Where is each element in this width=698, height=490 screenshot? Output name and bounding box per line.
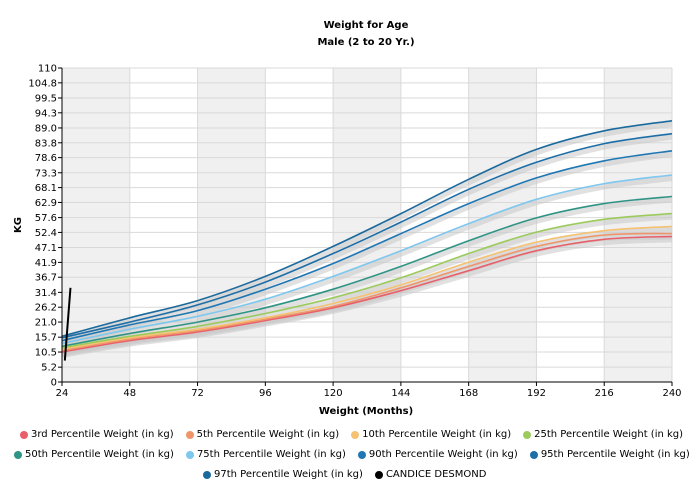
x-tick-label: 72 bbox=[191, 388, 204, 399]
legend-item-75th[interactable]: 75th Percentile Weight (in kg) bbox=[185, 449, 346, 460]
y-tick-label: 99.5 bbox=[35, 93, 57, 104]
legend-label: 5th Percentile Weight (in kg) bbox=[196, 429, 340, 440]
series-line-2[interactable] bbox=[61, 232, 673, 352]
series-line-4[interactable] bbox=[61, 212, 673, 349]
legend-item-25th[interactable]: 25th Percentile Weight (in kg) bbox=[523, 429, 683, 440]
series-shadow bbox=[61, 175, 673, 350]
y-tick-label: 78.6 bbox=[35, 153, 57, 164]
legend-item-5th[interactable]: 5th Percentile Weight (in kg) bbox=[185, 429, 340, 440]
legend-dot-icon bbox=[523, 430, 532, 439]
weight-for-age-chart: Weight for Age Male (2 to 20 Yr.) 0 5.2 10… bbox=[13, 20, 682, 417]
series-line-9[interactable] bbox=[61, 120, 673, 338]
series-line-8[interactable] bbox=[61, 132, 673, 339]
chart-subtitle: Male (2 to 20 Yr.) bbox=[317, 37, 414, 48]
legend-item-patient[interactable]: CANDICE DESMOND bbox=[374, 469, 487, 480]
y-tick-label: 36.7 bbox=[35, 273, 57, 284]
y-tick-label: 110 bbox=[38, 64, 57, 75]
y-tick-label: 83.8 bbox=[35, 138, 57, 149]
series-line-7[interactable] bbox=[61, 150, 673, 342]
legend-dot-icon bbox=[374, 470, 383, 479]
series-line-6[interactable] bbox=[61, 174, 673, 345]
chart-title: Weight for Age bbox=[324, 20, 409, 31]
series-line-5[interactable] bbox=[61, 195, 673, 348]
legend-label: 75th Percentile Weight (in kg) bbox=[196, 449, 346, 460]
y-tick-label: 26.2 bbox=[35, 303, 57, 314]
legend-dot-icon bbox=[20, 430, 28, 439]
y-tick-label: 41.9 bbox=[35, 258, 57, 269]
y-axis-label: KG bbox=[13, 217, 24, 233]
x-tick-label: 120 bbox=[324, 388, 343, 399]
x-tick-label: 144 bbox=[391, 388, 410, 399]
y-tick-label: 21.0 bbox=[35, 318, 57, 329]
patient-marker bbox=[63, 287, 72, 361]
x-tick-label: 96 bbox=[259, 388, 272, 399]
legend-dot-icon bbox=[529, 450, 538, 459]
series-line-1[interactable] bbox=[61, 235, 673, 353]
x-axis-label: Weight (Months) bbox=[319, 406, 413, 417]
y-tick-label: 68.1 bbox=[35, 183, 57, 194]
y-tick-label: 89.0 bbox=[35, 123, 57, 134]
legend-dot-icon bbox=[14, 450, 22, 459]
legend-label: 50th Percentile Weight (in kg) bbox=[25, 449, 174, 460]
legend-label: 97th Percentile Weight (in kg) bbox=[214, 469, 363, 480]
x-tick-label: 24 bbox=[56, 388, 69, 399]
legend-item-95th[interactable]: 95th Percentile Weight (in kg) bbox=[529, 449, 690, 460]
y-tick-label: 94.3 bbox=[35, 108, 57, 119]
plot-band bbox=[400, 68, 469, 382]
legend-dot-icon bbox=[351, 430, 360, 439]
x-tick-label: 216 bbox=[595, 388, 614, 399]
legend-label: 3rd Percentile Weight (in kg) bbox=[31, 429, 174, 440]
y-tick-label: 47.1 bbox=[35, 243, 57, 254]
legend-label: 95th Percentile Weight (in kg) bbox=[540, 449, 690, 460]
x-tick-label: 192 bbox=[527, 388, 546, 399]
y-tick-label: 10.5 bbox=[35, 348, 57, 359]
y-tick-label: 52.4 bbox=[35, 228, 57, 239]
plot-band bbox=[604, 68, 672, 382]
legend-item-97th[interactable]: 97th Percentile Weight (in kg) bbox=[203, 469, 363, 480]
legend-item-90th[interactable]: 90th Percentile Weight (in kg) bbox=[357, 449, 518, 460]
y-tick-label: 5.2 bbox=[41, 363, 57, 374]
plot-band bbox=[333, 68, 401, 382]
y-tick-label: 57.6 bbox=[35, 213, 57, 224]
x-tick-label: 168 bbox=[459, 388, 478, 399]
legend-row-1: 3rd Percentile Weight (in kg) 5th Percen… bbox=[20, 429, 683, 440]
y-tick-label: 73.3 bbox=[35, 168, 57, 179]
y-tick-label: 62.9 bbox=[35, 198, 57, 209]
legend-row-3: 97th Percentile Weight (in kg) CANDICE D… bbox=[203, 469, 486, 480]
series-line-3[interactable] bbox=[61, 225, 673, 350]
y-tick-label: 104.8 bbox=[28, 78, 57, 89]
series-shadow bbox=[61, 133, 673, 344]
percentile-lines bbox=[61, 120, 673, 353]
patient-line[interactable] bbox=[63, 287, 72, 361]
x-tick-label: 240 bbox=[662, 388, 681, 399]
plot-band bbox=[265, 68, 334, 382]
legend-dot-icon bbox=[185, 450, 194, 459]
legend-dot-icon bbox=[203, 470, 211, 479]
legend-item-50th[interactable]: 50th Percentile Weight (in kg) bbox=[14, 449, 174, 460]
y-tick-label: 0 bbox=[51, 378, 57, 389]
legend-item-10th[interactable]: 10th Percentile Weight (in kg) bbox=[351, 429, 511, 440]
series-shadow bbox=[61, 120, 673, 343]
legend-dot-icon bbox=[357, 450, 366, 459]
series-shadow bbox=[61, 150, 673, 347]
y-axis-ticks: 0 5.2 10.5 15.7 21.0 26.2 31.4 36.7 41.9 47.1 52.4… bbox=[28, 64, 62, 389]
legend-label: 25th Percentile Weight (in kg) bbox=[534, 429, 684, 440]
legend-row-2: 50th Percentile Weight (in kg) 75th Perc… bbox=[14, 449, 690, 460]
x-tick-label: 48 bbox=[123, 388, 136, 399]
legend-label: 90th Percentile Weight (in kg) bbox=[368, 449, 518, 460]
y-tick-label: 31.4 bbox=[35, 288, 57, 299]
legend-label: CANDICE DESMOND bbox=[385, 469, 487, 480]
x-axis-ticks: 24 48 72 96 120 144 168 192 216 240 bbox=[56, 382, 682, 399]
legend-label: 10th Percentile Weight (in kg) bbox=[362, 429, 512, 440]
plot-background bbox=[62, 68, 672, 382]
legend-dot-icon bbox=[185, 430, 194, 439]
y-tick-label: 15.7 bbox=[35, 333, 57, 344]
legend-item-3rd[interactable]: 3rd Percentile Weight (in kg) bbox=[20, 429, 174, 440]
